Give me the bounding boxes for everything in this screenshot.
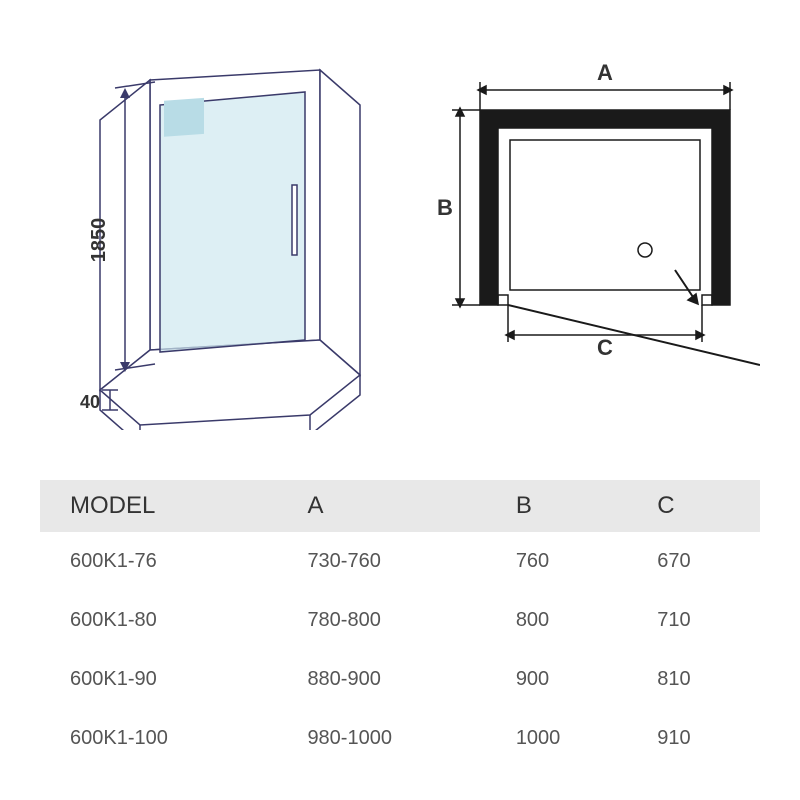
dim-label-a: A [597,60,613,85]
col-b: B [496,480,637,532]
cell-b: 1000 [496,709,637,768]
table-row: 600K1-100 980-1000 1000 910 [40,709,760,768]
plan-diagram: A B C [420,50,760,390]
cell-c: 670 [637,532,760,591]
cell-a: 780-800 [287,591,495,650]
cell-c: 810 [637,650,760,709]
isometric-diagram: 1850 40 [60,30,390,430]
cell-model: 600K1-76 [40,532,287,591]
cell-a: 880-900 [287,650,495,709]
diagram-area: 1850 40 [60,30,760,430]
table-row: 600K1-80 780-800 800 710 [40,591,760,650]
cell-a: 980-1000 [287,709,495,768]
cell-b: 900 [496,650,637,709]
spec-table: MODEL A B C 600K1-76 730-760 760 670 600… [40,480,760,768]
table-row: 600K1-90 880-900 900 810 [40,650,760,709]
cell-b: 800 [496,591,637,650]
spec-table-wrap: MODEL A B C 600K1-76 730-760 760 670 600… [40,480,760,768]
base-height-label: 40 [80,392,100,412]
dim-label-c: C [597,335,613,360]
cell-model: 600K1-100 [40,709,287,768]
cell-c: 910 [637,709,760,768]
cell-c: 710 [637,591,760,650]
col-a: A [287,480,495,532]
table-header-row: MODEL A B C [40,480,760,532]
height-label: 1850 [88,218,110,263]
cell-a: 730-760 [287,532,495,591]
cell-model: 600K1-90 [40,650,287,709]
col-c: C [637,480,760,532]
table-row: 600K1-76 730-760 760 670 [40,532,760,591]
cell-b: 760 [496,532,637,591]
col-model: MODEL [40,480,287,532]
cell-model: 600K1-80 [40,591,287,650]
dim-label-b: B [437,195,453,220]
